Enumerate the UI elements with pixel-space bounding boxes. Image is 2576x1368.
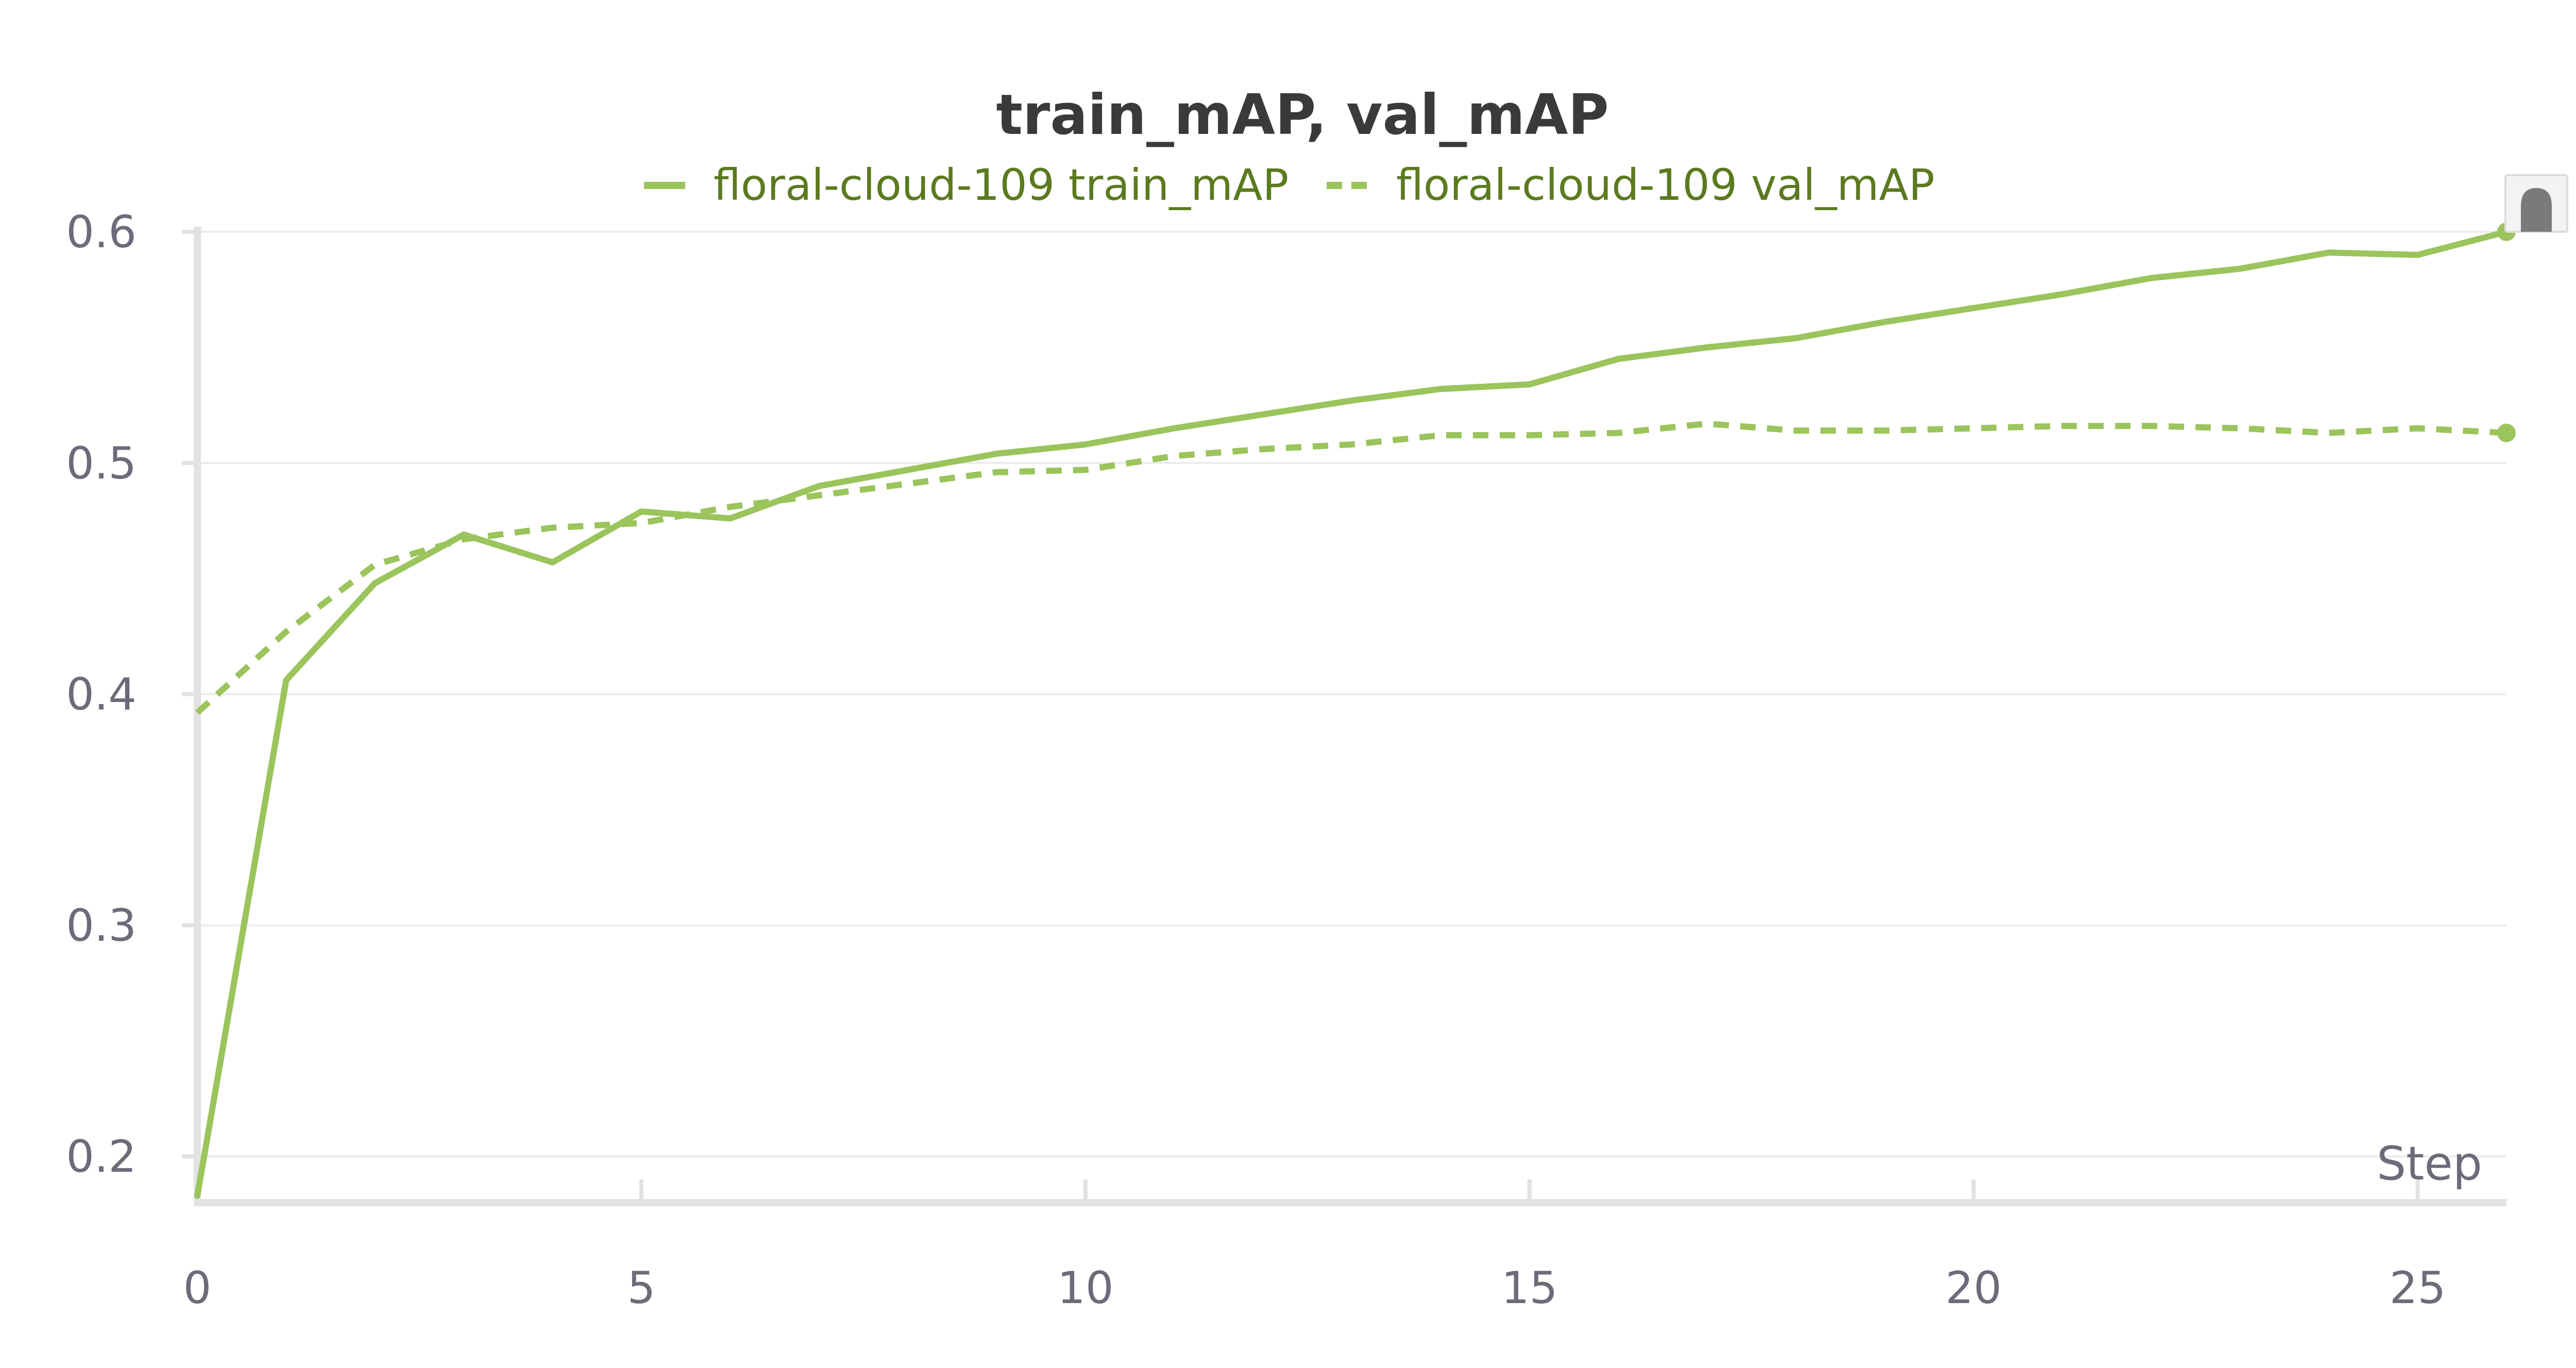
x-axis: 0 5 10 15 20 25: [183, 1179, 2506, 1314]
x-tick-label: 5: [628, 1262, 656, 1314]
legend-label: floral-cloud-109 train_mAP: [714, 160, 1289, 210]
end-markers: [2497, 223, 2516, 442]
legend-label: floral-cloud-109 val_mAP: [1396, 160, 1935, 210]
x-tick-label: 25: [2389, 1262, 2446, 1314]
legend: floral-cloud-109 train_mAP floral-cloud-1…: [644, 160, 1935, 210]
x-axis-title: Step: [2377, 1137, 2482, 1191]
x-tick-label: 10: [1057, 1262, 1113, 1314]
x-tick-label: 15: [1501, 1262, 1557, 1314]
series-lines: [194, 229, 2510, 1199]
chart-title: train_mAP, val_mAP: [996, 83, 1608, 147]
y-tick-label: 0.4: [66, 669, 137, 721]
y-tick-label: 0.3: [66, 900, 137, 951]
y-tick-label: 0.2: [66, 1131, 137, 1183]
y-tick-label: 0.6: [66, 207, 137, 258]
val-map-line: [195, 420, 2507, 715]
train-map-line: [194, 229, 2510, 1199]
x-tick-label: 20: [1945, 1262, 2002, 1314]
panel-drag-handle-icon[interactable]: [2504, 174, 2568, 233]
y-tick-label: 0.5: [66, 438, 137, 489]
x-tick-label: 0: [183, 1262, 212, 1314]
val-map-end-point: [2497, 423, 2516, 442]
grid-lines: [197, 231, 2506, 1158]
y-axis: 0.2 0.3 0.4 0.5 0.6: [66, 207, 201, 1206]
